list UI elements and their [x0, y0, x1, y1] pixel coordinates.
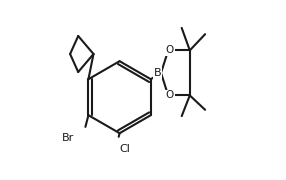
Text: Br: Br — [62, 133, 74, 143]
Text: O: O — [166, 90, 174, 100]
Text: O: O — [166, 45, 174, 55]
Text: Cl: Cl — [120, 144, 130, 154]
Text: B: B — [154, 68, 161, 78]
